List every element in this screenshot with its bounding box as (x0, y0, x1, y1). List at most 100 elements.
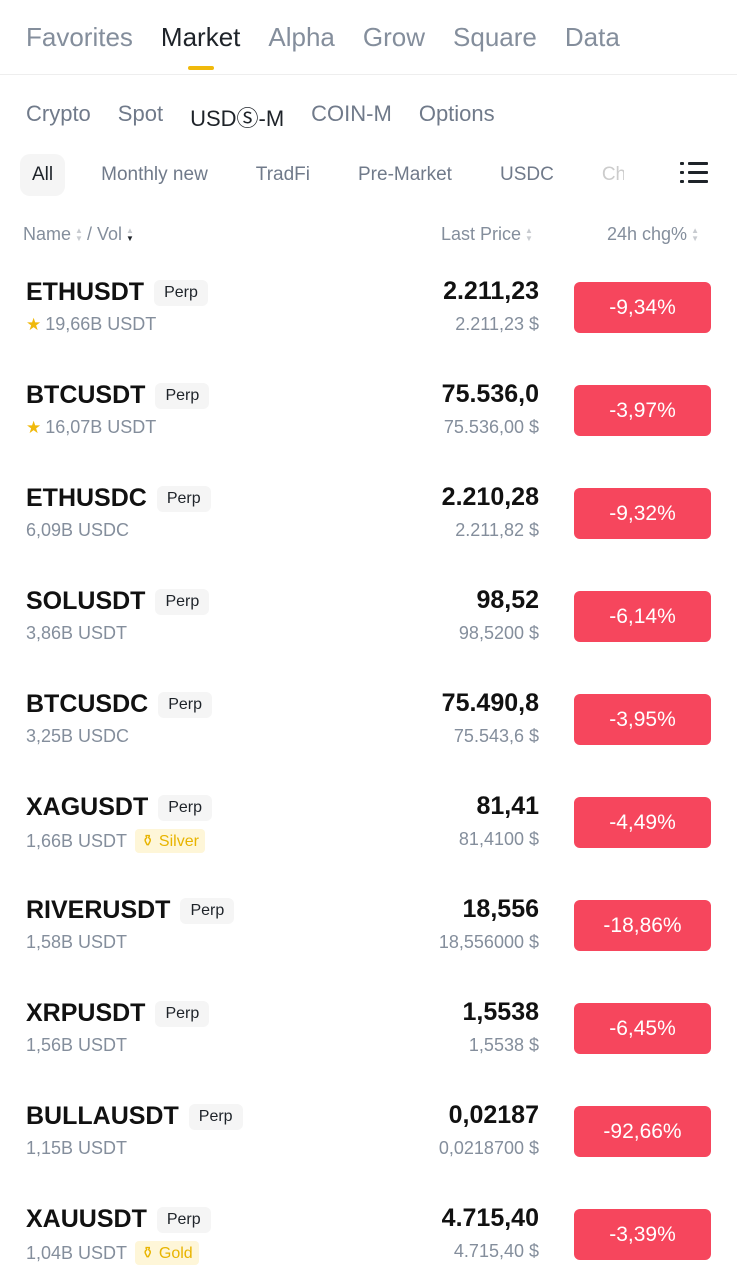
change-badge[interactable]: -18,86% (574, 900, 711, 951)
subtab-crypto[interactable]: Crypto (26, 101, 91, 126)
volume: ★ 19,66B USDT (26, 314, 156, 335)
last-price: 1,5538 (462, 998, 539, 1026)
symbol: ETHUSDC Perp (26, 484, 211, 513)
chip-tradfi[interactable]: TradFi (255, 164, 310, 185)
volume: 1,56B USDT (26, 1035, 127, 1056)
header-24h-chg: 24h chg% (607, 224, 688, 244)
list-menu-icon[interactable] (680, 160, 708, 186)
volume: 1,04B USDT ⚱ Gold (26, 1241, 199, 1265)
tab-favorites[interactable]: Favorites (26, 22, 133, 52)
symbol-name: ETHUSDT (26, 278, 145, 306)
change-badge[interactable]: -9,34% (574, 282, 711, 333)
fiat-price: 2.211,82 $ (455, 520, 539, 540)
chip-monthly-new[interactable]: Monthly new (101, 164, 208, 185)
market-row[interactable]: ETHUSDT Perp ★ 19,66B USDT 2.211,23 2.211,… (0, 258, 737, 361)
tab-alpha[interactable]: Alpha (268, 22, 335, 52)
change-badge[interactable]: -6,14% (574, 591, 711, 642)
change-badge[interactable]: -6,45% (574, 1003, 711, 1054)
last-price: 75.490,8 (441, 689, 539, 717)
last-price: 4.715,40 (441, 1204, 539, 1232)
perp-badge: Perp (155, 1000, 210, 1027)
sort-icon: ▲ ▼ (525, 225, 533, 243)
subtab-options[interactable]: Options (418, 101, 495, 126)
volume-text: 1,04B USDT (26, 1242, 128, 1263)
subtab-coin-m[interactable]: COIN-M (311, 101, 392, 126)
volume-text: 3,25B USDC (26, 726, 130, 746)
perp-badge: Perp (156, 1206, 211, 1233)
chip-all[interactable]: All (20, 154, 66, 196)
header-name[interactable]: Name (23, 224, 72, 244)
tab-data[interactable]: Data (564, 22, 620, 52)
volume: 3,86B USDT (26, 623, 127, 644)
change-badge[interactable]: -3,97% (574, 385, 711, 436)
change-badge[interactable]: -4,49% (574, 797, 711, 848)
chip-usdc[interactable]: USDC (499, 164, 554, 185)
fiat-price: 75.536,00 $ (443, 417, 539, 437)
symbol: BTCUSDC Perp (26, 690, 213, 719)
fiat-price: 98,5200 $ (458, 623, 539, 643)
last-price: 0,02187 (448, 1101, 539, 1129)
market-row[interactable]: XAUUSDT Perp 1,04B USDT ⚱ Gold 4.715,40 4.… (0, 1185, 737, 1288)
last-price: 2.211,23 (443, 277, 539, 305)
volume: 1,15B USDT (26, 1138, 127, 1159)
market-row[interactable]: RIVERUSDT Perp 1,58B USDT 18,556 18,55600… (0, 876, 737, 979)
chip-pre-market[interactable]: Pre-Market (358, 164, 452, 185)
symbol: SOLUSDT Perp (26, 587, 210, 616)
perp-badge: Perp (154, 279, 208, 306)
chip-chi[interactable]: Chi (601, 164, 624, 185)
tag-text: Gold (158, 1245, 193, 1262)
gold-bars-icon: ⚱ (141, 1245, 159, 1262)
market-row[interactable]: ETHUSDC Perp 6,09B USDC 2.210,28 2.211,82… (0, 464, 737, 567)
symbol: RIVERUSDT Perp (26, 896, 235, 925)
sort-name-vol[interactable]: Name ▲ ▼ / Vol ▲ ▼ (23, 224, 134, 245)
market-row[interactable]: BTCUSDT Perp ★ 16,07B USDT 75.536,0 75.536… (0, 361, 737, 464)
volume: 1,66B USDT ⚱ Silver (26, 829, 205, 853)
last-price: 2.210,28 (441, 483, 539, 511)
symbol-name: XAUUSDT (26, 1205, 147, 1233)
symbol-name: BTCUSDT (26, 381, 146, 409)
sort-last-price[interactable]: Last Price ▲ ▼ (441, 224, 533, 245)
perp-badge: Perp (155, 382, 210, 409)
last-price: 98,52 (476, 586, 539, 614)
change-badge[interactable]: -3,39% (574, 1209, 711, 1260)
volume: 1,58B USDT (26, 932, 127, 953)
change-badge[interactable]: -3,95% (574, 694, 711, 745)
top-tabs: Favorites Market Alpha Grow Square Data (26, 22, 620, 70)
fiat-price: 4.715,40 $ (453, 1241, 539, 1261)
sort-24h-chg[interactable]: 24h chg% ▲ ▼ (607, 224, 699, 245)
volume-text: 6,09B USDC (26, 520, 130, 540)
symbol-name: XAGUSDT (26, 793, 149, 821)
market-row[interactable]: BTCUSDC Perp 3,25B USDC 75.490,8 75.543,6… (0, 670, 737, 773)
symbol-name: BULLAUSDT (26, 1102, 179, 1130)
volume-text: 1,56B USDT (26, 1035, 128, 1055)
star-icon: ★ (26, 314, 42, 334)
symbol: XAGUSDT Perp (26, 793, 213, 822)
symbol-name: ETHUSDC (26, 484, 147, 512)
tab-square[interactable]: Square (453, 22, 537, 52)
symbol: ETHUSDT Perp (26, 278, 208, 307)
symbol-name: BTCUSDC (26, 690, 149, 718)
tag-badge: ⚱ Gold (135, 1241, 199, 1265)
change-badge[interactable]: -92,66% (574, 1106, 711, 1157)
volume-text: 1,66B USDT (26, 830, 128, 851)
volume-text: 3,86B USDT (26, 623, 128, 643)
tab-grow[interactable]: Grow (362, 22, 426, 52)
perp-badge: Perp (188, 1103, 243, 1130)
market-row[interactable]: XAGUSDT Perp 1,66B USDT ⚱ Silver 81,41 81,… (0, 773, 737, 876)
subtab-usds-m[interactable]: USDⓈ-M (190, 106, 285, 131)
last-price: 18,556 (462, 895, 539, 923)
perp-badge: Perp (156, 485, 211, 512)
filter-chips: All Monthly new TradFi Pre-Market USDC C… (20, 154, 648, 196)
fiat-price: 1,5538 $ (468, 1035, 539, 1055)
header-vol[interactable]: / Vol (86, 224, 122, 244)
market-row[interactable]: XRPUSDT Perp 1,56B USDT 1,5538 1,5538 $ -… (0, 979, 737, 1082)
market-row[interactable]: SOLUSDT Perp 3,86B USDT 98,52 98,5200 $ -… (0, 567, 737, 670)
market-row[interactable]: BULLAUSDT Perp 1,15B USDT 0,02187 0,02187… (0, 1082, 737, 1185)
tab-market[interactable]: Market (160, 22, 241, 70)
change-badge[interactable]: -9,32% (574, 488, 711, 539)
sort-icon: ▲ ▼ (75, 225, 83, 243)
subtab-spot[interactable]: Spot (117, 101, 164, 126)
tag-badge: ⚱ Silver (135, 829, 205, 853)
fiat-price: 81,4100 $ (458, 829, 539, 849)
star-icon: ★ (26, 417, 42, 437)
